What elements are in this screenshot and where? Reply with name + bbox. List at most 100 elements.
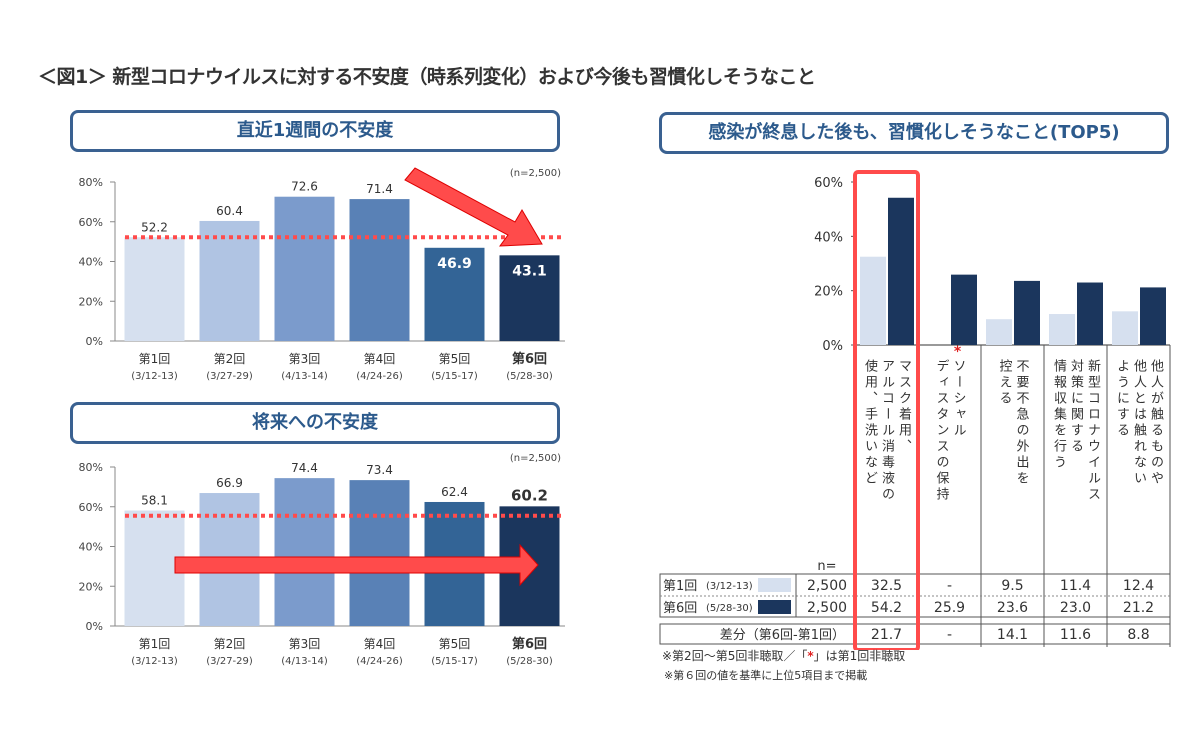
category-label: アルコール消毒液の bbox=[879, 359, 895, 503]
series-date: (3/12-13) bbox=[706, 581, 753, 592]
x-tick-date: (4/24-26) bbox=[356, 656, 403, 667]
series-name: 第6回 bbox=[663, 601, 697, 616]
y-tick-label: 20% bbox=[79, 580, 103, 593]
x-tick-label: 第6回 bbox=[512, 636, 547, 652]
value-label: 62.4 bbox=[441, 485, 468, 499]
sample-size: 2,500 bbox=[807, 600, 847, 616]
sample-size-note: (n=2,500) bbox=[510, 168, 561, 179]
diff-value: - bbox=[947, 627, 952, 643]
category-label: ディスタンスの保持 bbox=[934, 359, 950, 503]
x-tick-label: 第4回 bbox=[364, 637, 396, 651]
sample-size: 2,500 bbox=[807, 578, 847, 594]
diff-row-border bbox=[659, 623, 1171, 645]
table-value: 25.9 bbox=[934, 600, 965, 616]
future-anxiety-chart: 0% 20% 40% 60% 80% (n=2,500) 58.1 第1回 (3/12-13) 6… bbox=[79, 453, 565, 667]
y-tick-label: 80% bbox=[79, 461, 103, 474]
category-label: 新型コロナウイルス bbox=[1085, 358, 1101, 503]
category-label: マスク着用、 bbox=[896, 359, 912, 455]
highlight-box bbox=[853, 170, 920, 650]
table-value: 23.0 bbox=[1060, 600, 1091, 616]
table-value: 12.4 bbox=[1123, 578, 1154, 594]
legend-swatch bbox=[758, 600, 791, 614]
table-value: 9.5 bbox=[1001, 578, 1023, 594]
y-tick-label: 60% bbox=[814, 176, 843, 191]
x-tick-label: 第6回 bbox=[512, 351, 547, 367]
bar-round6-item-2 bbox=[951, 274, 977, 345]
category-label: 他人とは触れない bbox=[1131, 359, 1147, 487]
x-tick-date: (4/13-14) bbox=[281, 656, 328, 667]
y-tick-label: 0% bbox=[86, 620, 103, 633]
diff-value: 14.1 bbox=[997, 627, 1028, 643]
down-arrow-icon bbox=[404, 167, 543, 247]
n-label: n= bbox=[817, 559, 836, 574]
category-label: 使用、手洗いなど bbox=[862, 358, 878, 487]
category-label: 対策に関する bbox=[1068, 359, 1084, 455]
value-label: 74.4 bbox=[291, 461, 318, 475]
x-tick-label: 第4回 bbox=[364, 352, 396, 366]
table-value: 32.5 bbox=[871, 578, 902, 594]
x-tick-date: (5/15-17) bbox=[431, 656, 478, 667]
diff-value: 21.7 bbox=[871, 627, 902, 643]
bar-round6-item-3 bbox=[1014, 280, 1040, 345]
legend-swatch bbox=[758, 578, 791, 592]
x-tick-date: (5/28-30) bbox=[506, 371, 553, 382]
footnote-2: ※第６回の値を基準に上位5項目まで掲載 bbox=[664, 669, 868, 682]
y-tick-label: 20% bbox=[814, 285, 843, 300]
x-tick-date: (5/28-30) bbox=[506, 656, 553, 667]
x-tick-label: 第2回 bbox=[214, 352, 246, 366]
category-label: 不要不急の外出を bbox=[1014, 359, 1030, 487]
y-tick-label: 0% bbox=[822, 339, 843, 354]
footnote-1-star: * bbox=[807, 649, 814, 663]
footnote-1: ※第2回～第5回非聴取／「*」は第1回非聴取 bbox=[662, 647, 905, 664]
bar-round1-item-4 bbox=[1049, 314, 1075, 345]
bar-round1-item-5 bbox=[1112, 311, 1138, 345]
x-tick-label: 第1回 bbox=[139, 637, 171, 651]
bar-round-6 bbox=[499, 255, 560, 341]
y-tick-label: 40% bbox=[79, 541, 103, 554]
bar-round6-item-1 bbox=[888, 197, 914, 345]
value-label: 71.4 bbox=[366, 182, 393, 196]
bar-round-1 bbox=[124, 237, 185, 341]
value-label: 43.1 bbox=[512, 263, 547, 279]
chart3-header: 感染が終息した後も、習慣化しそうなこと(TOP5) bbox=[659, 112, 1169, 154]
bar-round1-item-1 bbox=[860, 256, 886, 345]
x-tick-date: (3/12-13) bbox=[131, 656, 178, 667]
y-tick-label: 40% bbox=[79, 256, 103, 269]
figure-title: ＜図1＞ 新型コロナウイルスに対する不安度（時系列変化）および今後も習慣化しそう… bbox=[38, 66, 816, 88]
diff-label: 差分（第6回-第1回） bbox=[720, 628, 845, 643]
x-tick-label: 第1回 bbox=[139, 352, 171, 366]
bar-round-2 bbox=[199, 220, 260, 341]
value-label: 46.9 bbox=[437, 256, 472, 272]
chart2-header: 将来への不安度 bbox=[70, 402, 560, 444]
value-label: 73.4 bbox=[366, 463, 393, 477]
diff-value: 11.6 bbox=[1060, 627, 1091, 643]
value-label: 72.6 bbox=[291, 180, 318, 194]
bar-round6-item-5 bbox=[1140, 287, 1166, 345]
footnote-1-a: ※第2回～第5回非聴取／「 bbox=[662, 649, 808, 663]
table-value: 23.6 bbox=[997, 600, 1028, 616]
chart2-title: 将来への不安度 bbox=[252, 412, 378, 433]
x-tick-date: (3/27-29) bbox=[206, 371, 253, 382]
y-tick-label: 60% bbox=[79, 501, 103, 514]
bar-round-3 bbox=[274, 478, 335, 626]
sample-size-note: (n=2,500) bbox=[510, 453, 561, 464]
bar-round-3 bbox=[274, 196, 335, 341]
y-tick-label: 20% bbox=[79, 295, 103, 308]
value-label: 66.9 bbox=[216, 476, 243, 490]
x-tick-date: (4/24-26) bbox=[356, 371, 403, 382]
diff-value: 8.8 bbox=[1127, 627, 1149, 643]
value-label: 60.2 bbox=[511, 486, 548, 504]
value-label: 52.2 bbox=[141, 220, 168, 234]
table-value: 54.2 bbox=[871, 600, 902, 616]
series-date: (5/28-30) bbox=[706, 603, 753, 614]
table-value: 21.2 bbox=[1123, 600, 1154, 616]
x-tick-date: (5/15-17) bbox=[431, 371, 478, 382]
value-label: 60.4 bbox=[216, 204, 243, 218]
bar-round-4 bbox=[349, 199, 410, 341]
category-label: 他人が触るものや bbox=[1148, 359, 1164, 487]
category-label: 控える bbox=[997, 359, 1013, 407]
y-tick-label: 60% bbox=[79, 216, 103, 229]
x-tick-label: 第3回 bbox=[289, 352, 321, 366]
y-tick-label: 40% bbox=[814, 230, 843, 245]
